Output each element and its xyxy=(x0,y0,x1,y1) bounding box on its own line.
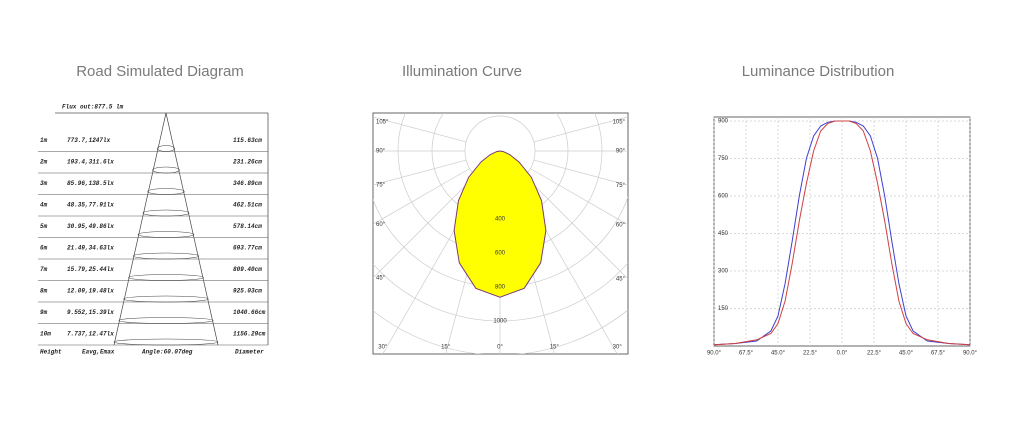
angle-label: 90° xyxy=(616,149,626,155)
polar-ray xyxy=(524,175,628,280)
angle-label: 15° xyxy=(441,345,451,351)
light-ring xyxy=(132,252,200,260)
angle-label: 45° xyxy=(616,277,626,283)
x-tick-label: 67.5° xyxy=(931,351,946,357)
row-illuminance: 12.09,19.48lx xyxy=(67,288,114,295)
y-tick-label: 900 xyxy=(718,119,729,125)
row-height: 2m xyxy=(40,159,48,166)
radial-label: 600 xyxy=(495,251,506,257)
angle-label: 90° xyxy=(376,149,386,155)
row-height: 6m xyxy=(40,245,48,252)
polar-ray xyxy=(373,168,470,225)
row-height: 8m xyxy=(40,288,48,295)
luminance-title: Luminance Distribution xyxy=(742,63,895,80)
row-diameter: 462.51cm xyxy=(233,202,262,209)
light-ring xyxy=(137,231,195,238)
polar-ray xyxy=(530,168,628,226)
row-diameter: 1156.29cm xyxy=(233,331,266,338)
light-ring xyxy=(113,338,219,346)
row-illuminance: 21.49,34.63lx xyxy=(67,245,114,252)
radial-label: 800 xyxy=(495,285,506,291)
row-illuminance: 193.4,311.6lx xyxy=(67,159,114,166)
row-illuminance: 7.737,12.47lx xyxy=(67,331,114,338)
x-tick-label: 22.5° xyxy=(803,351,818,357)
polar-ray xyxy=(373,159,467,186)
light-ring xyxy=(152,166,180,174)
row-diameter: 1040.66cm xyxy=(233,309,266,316)
row-diameter: 231.26cm xyxy=(233,159,262,166)
road-footer: Eavg,Emax xyxy=(82,349,115,356)
intensity-curve xyxy=(453,150,547,298)
angle-label: 45° xyxy=(376,276,386,282)
cone-edge xyxy=(113,112,167,346)
angle-label: 105° xyxy=(613,120,626,126)
luminance-frame xyxy=(713,116,971,347)
angle-label: 60° xyxy=(376,222,386,228)
road-footer: Height xyxy=(40,349,62,356)
angle-label: 30° xyxy=(378,345,388,351)
flux: Flux out:877.5 lm xyxy=(62,104,124,111)
angle-label: 0° xyxy=(497,345,503,351)
x-tick-label: 45.0° xyxy=(771,351,786,357)
radial-label: 1000 xyxy=(493,319,507,325)
row-diameter: 809.40cm xyxy=(233,266,262,273)
angle-label: 75° xyxy=(376,183,386,189)
row-height: 3m xyxy=(40,180,48,187)
y-tick-label: 300 xyxy=(718,269,729,275)
row-height: 4m xyxy=(40,202,48,209)
row-illuminance: 773.7,1247lx xyxy=(67,137,111,144)
row-height: 9m xyxy=(40,309,48,316)
polar-title: Illumination Curve xyxy=(402,63,522,80)
light-ring xyxy=(118,317,214,324)
radial-label: 400 xyxy=(495,217,506,223)
light-ring xyxy=(157,145,175,152)
polar-ray xyxy=(373,116,467,143)
x-tick-label: 22.5° xyxy=(867,351,882,357)
polar-ray xyxy=(533,159,628,186)
angle-label: 30° xyxy=(613,345,623,351)
light-ring xyxy=(142,209,190,217)
x-tick-label: 90.0° xyxy=(707,351,722,357)
row-diameter: 925.03cm xyxy=(233,288,262,295)
row-height: 10m xyxy=(40,331,51,338)
road-footer: Diameter xyxy=(235,349,264,356)
y-tick-label: 450 xyxy=(718,231,729,237)
x-tick-label: 0.0° xyxy=(837,351,848,357)
y-tick-label: 600 xyxy=(718,194,729,200)
light-ring xyxy=(123,295,209,303)
row-diameter: 346.89cm xyxy=(233,180,262,187)
x-tick-label: 67.5° xyxy=(739,351,754,357)
polar-ray xyxy=(533,116,628,143)
row-illuminance: 30.95,49.86lx xyxy=(67,223,114,230)
row-illuminance: 9.552,15.39lx xyxy=(67,309,114,316)
y-tick-label: 750 xyxy=(718,156,729,162)
polar-ray xyxy=(373,175,476,279)
row-illuminance: 48.35,77.91lx xyxy=(67,202,114,209)
angle-label: 60° xyxy=(616,222,626,228)
row-height: 1m xyxy=(40,137,48,144)
row-illuminance: 15.79,25.44lx xyxy=(67,266,114,273)
row-diameter: 578.14cm xyxy=(233,223,262,230)
row-diameter: 693.77cm xyxy=(233,245,262,252)
row-diameter: 115.63cm xyxy=(233,137,262,144)
row-height: 5m xyxy=(40,223,48,230)
y-tick-label: 150 xyxy=(718,306,729,312)
angle-label: 105° xyxy=(376,120,389,126)
luminance-line xyxy=(713,120,971,346)
light-ring xyxy=(128,274,204,281)
cone-edge xyxy=(165,112,219,346)
row-illuminance: 85.96,138.5lx xyxy=(67,180,114,187)
road-title: Road Simulated Diagram xyxy=(76,63,244,80)
x-tick-label: 45.0° xyxy=(899,351,914,357)
light-ring xyxy=(147,188,185,195)
angle-label: 15° xyxy=(550,345,560,351)
angle-label: 75° xyxy=(616,183,626,189)
row-height: 7m xyxy=(40,266,48,273)
road-footer: Angle:60.07deg xyxy=(141,349,193,356)
x-tick-label: 90.0° xyxy=(963,351,978,357)
